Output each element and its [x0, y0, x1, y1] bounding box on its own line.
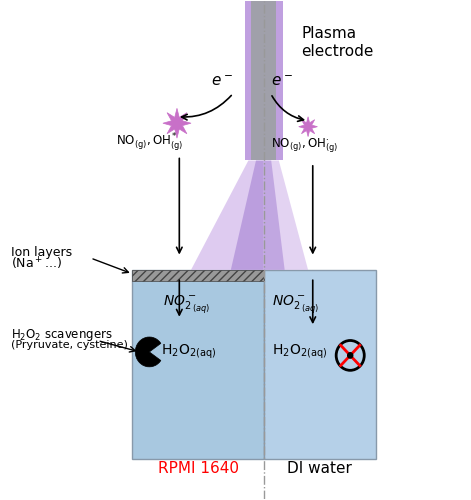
Text: $\mathit{_{(aq)}}$: $\mathit{_{(aq)}}$	[301, 302, 319, 314]
Text: $\mathrm{H_2O_{2(aq)}}$: $\mathrm{H_2O_{2(aq)}}$	[272, 343, 327, 361]
Text: (Pryruvate, cysteine): (Pryruvate, cysteine)	[11, 340, 128, 350]
Bar	[251, 0, 276, 160]
Text: $\mathrm{H_2O_2}$ scavengers: $\mathrm{H_2O_2}$ scavengers	[11, 326, 113, 342]
Text: DI water: DI water	[287, 461, 352, 476]
Polygon shape	[231, 160, 264, 270]
Text: $\mathit{NO_2^-}$: $\mathit{NO_2^-}$	[163, 293, 196, 311]
Text: $\mathrm{NO_{(g)}, OH^{\cdot}_{(g)}}$: $\mathrm{NO_{(g)}, OH^{\cdot}_{(g)}}$	[271, 136, 338, 155]
Polygon shape	[264, 160, 284, 270]
Text: $\mathrm{H_2O_{2(aq)}}$: $\mathrm{H_2O_{2(aq)}}$	[161, 343, 216, 361]
Bar	[264, 270, 376, 459]
Bar	[132, 270, 264, 281]
Text: $\mathit{NO_2^-}$: $\mathit{NO_2^-}$	[272, 293, 305, 311]
Bar	[276, 0, 283, 160]
Text: Plasma: Plasma	[301, 26, 356, 41]
Bar	[132, 270, 264, 459]
Polygon shape	[299, 116, 317, 136]
Text: $\mathrm{NO_{(g)}, OH^*_{(g)}}$: $\mathrm{NO_{(g)}, OH^*_{(g)}}$	[116, 132, 183, 154]
Text: electrode: electrode	[301, 44, 374, 59]
Polygon shape	[163, 108, 191, 138]
Text: $e^-$: $e^-$	[271, 74, 293, 89]
Text: $e^-$: $e^-$	[211, 74, 233, 89]
Text: Ion layers: Ion layers	[11, 246, 72, 259]
Circle shape	[348, 352, 353, 358]
Text: RPMI 1640: RPMI 1640	[157, 461, 238, 476]
Text: $\mathit{_{(aq)}}$: $\mathit{_{(aq)}}$	[193, 302, 211, 314]
Polygon shape	[191, 160, 264, 270]
Polygon shape	[264, 160, 308, 270]
Text: (Na$^+$...): (Na$^+$...)	[11, 256, 62, 272]
Wedge shape	[135, 337, 161, 367]
Bar	[244, 0, 251, 160]
